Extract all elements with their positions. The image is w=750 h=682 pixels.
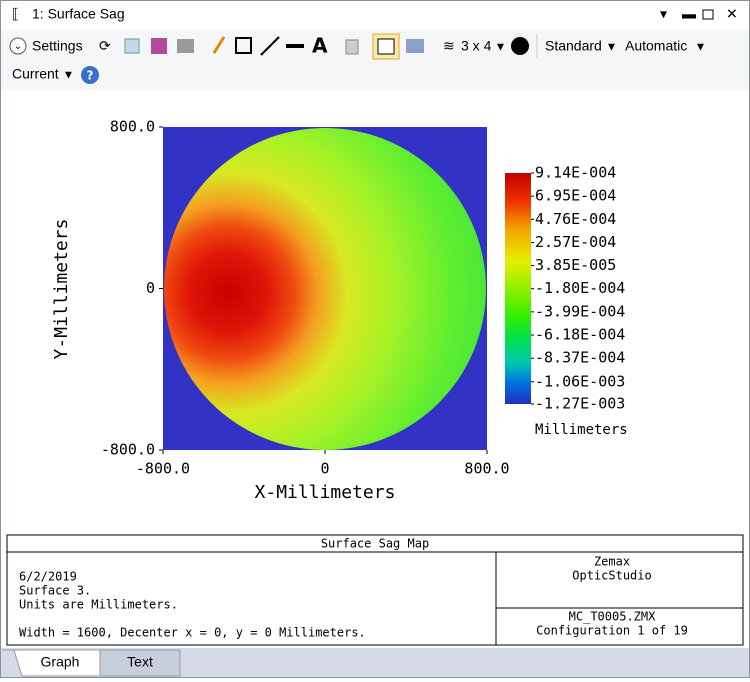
current-dropdown[interactable]: Current [12,66,59,82]
windows-icon[interactable] [406,39,424,53]
dropdown-arrow: ▼ [497,43,504,53]
x-axis-label: X-Millimeters [255,482,396,503]
title-icon: ⟦ [12,6,19,22]
x-tick-label: -800.0 [136,460,190,478]
layout-icon [377,38,395,55]
sag-map [164,128,486,450]
maximize[interactable] [702,9,714,20]
dropdown-arrow: ▼ [65,71,72,81]
dropdown-arrow: ▼ [697,43,704,53]
settings-icon[interactable] [9,37,27,55]
info-box [6,534,744,646]
close[interactable]: ✕ [726,6,738,22]
colorbar-label: -6.18E-004 [535,326,625,344]
layout-dropdown[interactable]: 3 x 4 [461,38,492,54]
x-tick-label: 0 [320,460,329,478]
text-tool[interactable]: A [312,34,328,58]
colorbar-label: -3.99E-004 [535,302,625,320]
colorbar-label: 4.76E-004 [535,210,616,228]
tab-label[interactable]: Graph [41,654,80,670]
window-title: 1: Surface Sag [32,6,125,22]
info-line: Surface 3. [19,584,91,598]
info-line: Configuration 1 of 19 [536,624,688,638]
y-tick-label: 0 [146,279,155,297]
colorbar-label: -1.06E-003 [535,372,625,390]
colorbar-label: -1.27E-003 [535,395,625,413]
tab-text[interactable] [99,649,181,677]
standard-dropdown[interactable]: Standard [545,38,602,54]
tab-label[interactable]: Text [127,654,153,670]
tab-graph[interactable] [2,649,101,677]
refresh[interactable]: ⟳ [99,38,111,54]
colorbar-label: 6.95E-004 [535,187,616,205]
help-mark: ? [87,69,94,83]
colorbar-unit: Millimeters [535,422,628,438]
copy[interactable] [124,38,140,54]
x-tick-label: 800.0 [464,460,509,478]
minimize[interactable]: ▬ [682,6,696,22]
info-line: 6/2/2019 [19,570,77,584]
print[interactable] [177,39,194,53]
help[interactable] [81,66,99,84]
info-line: Width = 1600, Decenter x = 0, y = 0 Mill… [19,626,366,640]
info-line: Units are Millimeters. [19,598,178,612]
info-title: Surface Sag Map [321,537,429,551]
y-tick-label: -800.0 [101,441,155,459]
colorbar [505,173,531,404]
colorbar-label: 3.85E-005 [535,256,616,274]
layers-icon[interactable]: ≋ [443,38,455,54]
dropdown-arrow: ▼ [608,43,615,53]
y-tick-label: 800.0 [110,118,155,136]
colorbar-label: 9.14E-004 [535,164,616,182]
title-bar [0,0,750,30]
settings-button[interactable]: Settings [32,38,83,54]
arrow-tool[interactable] [260,36,280,56]
lock[interactable] [345,39,359,55]
colorbar-label: -8.37E-004 [535,349,625,367]
save[interactable] [151,38,167,54]
layout-active[interactable] [372,33,400,60]
automatic-dropdown[interactable]: Automatic [625,38,687,54]
info-line: OpticStudio [572,569,651,583]
info-line: MC_T0005.ZMX [569,610,656,624]
menu-button[interactable]: ▾ [660,6,667,22]
chevron: ⌄ [14,41,22,52]
rectangle-tool[interactable] [235,37,252,54]
info-line: Zemax [594,555,630,569]
pencil[interactable] [212,36,226,54]
power-icon[interactable] [511,37,529,55]
y-axis-label: Y-Millimeters [51,219,72,360]
colorbar-label: -1.80E-004 [535,279,625,297]
colorbar-label: 2.57E-004 [535,233,616,251]
